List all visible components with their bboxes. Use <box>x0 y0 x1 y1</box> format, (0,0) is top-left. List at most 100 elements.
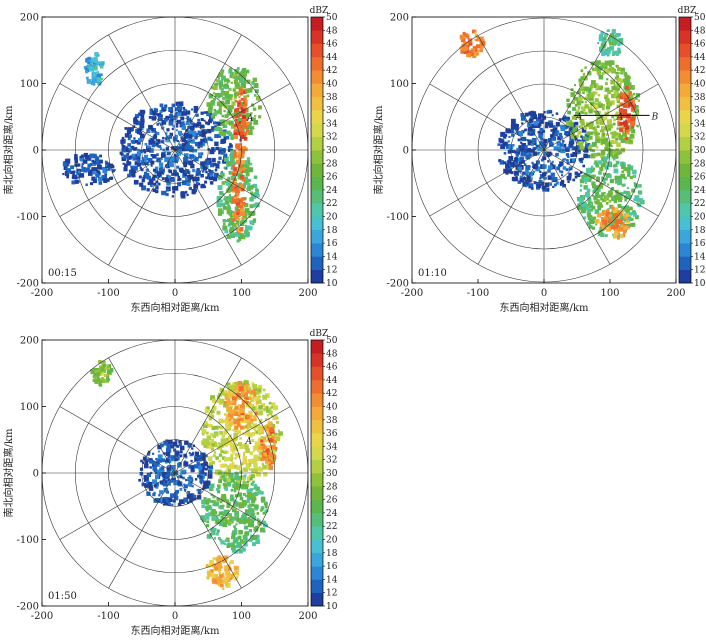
echo-pixel <box>201 132 206 138</box>
echo-pixel <box>218 453 223 457</box>
echo-pixel <box>164 118 168 122</box>
colorbar-bin <box>311 17 323 31</box>
echo-pixel <box>630 217 634 221</box>
echo-pixel <box>244 380 249 386</box>
echo-pixel <box>192 498 195 501</box>
echo-pixel <box>543 152 547 156</box>
echo-pixel <box>220 438 226 444</box>
echo-pixel <box>239 404 245 409</box>
echo-pixel <box>205 176 209 180</box>
echo-pixel <box>546 153 551 157</box>
echo-pixel <box>155 186 159 190</box>
echo-pixel <box>507 150 512 154</box>
echo-pixel <box>615 160 620 165</box>
echo-pixel <box>227 162 232 167</box>
echo-pixel <box>620 138 626 143</box>
echo-pixel <box>582 136 587 140</box>
echo-pixel <box>230 180 235 185</box>
echo-pixel <box>128 134 133 138</box>
echo-pixel <box>210 114 215 119</box>
echo-pixel <box>177 105 183 111</box>
echo-pixel <box>111 170 114 173</box>
echo-pixel <box>227 148 232 153</box>
echo-pixel <box>187 125 191 130</box>
echo-pixel <box>159 147 163 150</box>
echo-pixel <box>224 439 229 445</box>
echo-pixel <box>617 180 623 186</box>
echo-pixel <box>589 219 594 225</box>
echo-pixel <box>207 456 213 461</box>
echo-pixel <box>566 132 569 135</box>
echo-pixel <box>173 140 176 143</box>
echo-pixel <box>240 160 245 165</box>
echo-pixel <box>146 472 151 477</box>
echo-pixel <box>99 371 104 376</box>
echo-pixel <box>625 119 628 122</box>
echo-pixel <box>601 192 605 196</box>
echo-pixel <box>148 486 154 491</box>
echo-pixel <box>226 78 230 82</box>
echo-pixel <box>202 485 207 490</box>
echo-pixel <box>224 83 229 88</box>
echo-pixel <box>159 480 164 485</box>
echo-pixel <box>168 502 171 506</box>
echo-pixel <box>569 142 574 147</box>
echo-pixel <box>567 180 570 183</box>
echo-pixel <box>463 42 466 45</box>
echo-pixel <box>638 197 643 203</box>
colorbar-tick-label: 38 <box>326 416 338 426</box>
echo-pixel <box>583 153 588 159</box>
echo-pixel <box>581 205 586 209</box>
echo-pixel <box>218 443 224 448</box>
echo-pixel <box>240 98 244 101</box>
echo-pixel <box>577 205 582 210</box>
echo-pixel <box>539 170 542 173</box>
echo-pixel <box>181 123 186 128</box>
echo-pixel <box>183 111 188 116</box>
echo-pixel <box>227 456 232 461</box>
echo-pixel <box>218 150 223 155</box>
echo-pixel <box>625 103 631 108</box>
echo-pixel <box>135 147 138 150</box>
echo-pixel <box>218 506 221 509</box>
echo-pixel <box>141 185 147 191</box>
echo-pixel <box>581 157 584 161</box>
echo-pixel <box>611 135 616 139</box>
echo-pixel <box>624 100 629 106</box>
echo-pixel <box>631 126 634 129</box>
echo-pixel <box>97 77 102 83</box>
echo-pixel <box>137 112 142 116</box>
echo-pixel <box>252 450 255 453</box>
echo-pixel <box>163 106 167 110</box>
echo-pixel <box>616 226 621 231</box>
echo-pixel <box>189 154 194 159</box>
echo-pixel <box>616 34 619 37</box>
echo-pixel <box>613 234 618 239</box>
echo-pixel <box>179 450 183 454</box>
echo-pixel <box>195 181 199 185</box>
echo-pixel <box>615 214 621 219</box>
y-tick-label: 0 <box>403 146 409 157</box>
echo-pixel <box>178 178 182 181</box>
echo-pixel <box>96 74 101 79</box>
colorbar-bin <box>311 269 323 284</box>
echo-pixel <box>233 95 237 99</box>
echo-pixel <box>525 120 528 123</box>
colorbar-bin <box>311 446 323 460</box>
echo-pixel <box>588 225 593 229</box>
echo-pixel <box>154 131 158 134</box>
echo-pixel <box>634 215 639 220</box>
y-tick-label: -100 <box>387 212 409 223</box>
echo-pixel <box>200 111 204 115</box>
echo-pixel <box>126 129 131 134</box>
echo-pixel <box>182 142 187 148</box>
colorbar-tick-label: 40 <box>326 80 338 90</box>
echo-pixel <box>107 378 110 381</box>
echo-pixel <box>211 129 214 132</box>
echo-pixel <box>245 113 250 118</box>
echo-pixel <box>211 99 215 103</box>
echo-pixel <box>239 444 244 449</box>
echo-pixel <box>220 391 225 396</box>
echo-pixel <box>579 184 583 187</box>
echo-pixel <box>239 425 244 430</box>
